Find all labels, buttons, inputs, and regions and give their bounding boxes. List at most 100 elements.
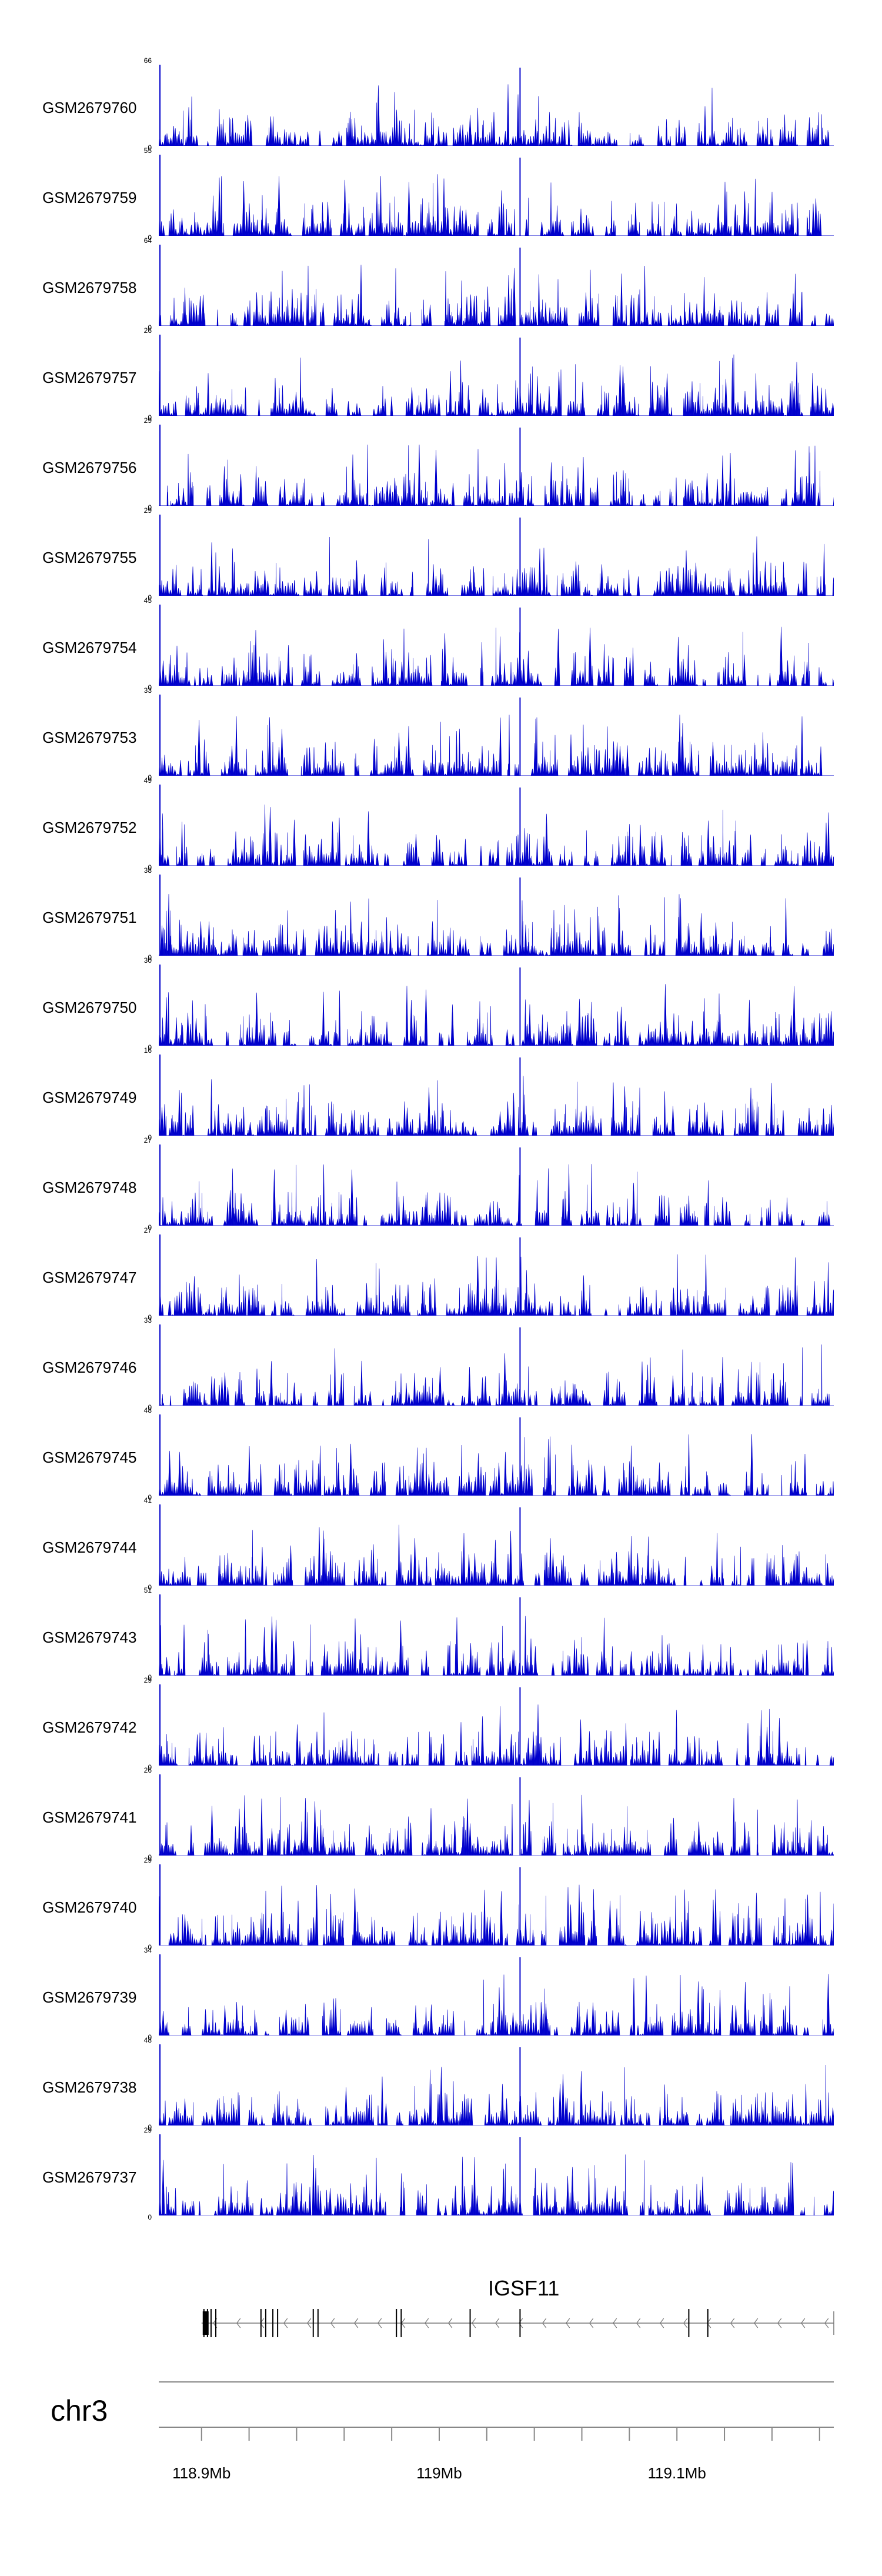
strand-chevron — [730, 2318, 735, 2328]
track-label: GSM2679742 — [42, 1719, 137, 1736]
track-label: GSM2679744 — [42, 1539, 137, 1556]
strand-chevron — [566, 2318, 570, 2328]
strand-chevron — [495, 2318, 500, 2328]
track-gsm2679738: GSM2679738 48 0 — [0, 2036, 882, 2134]
track-ymax-label: 34 — [143, 1946, 152, 1954]
strand-chevron — [824, 2318, 829, 2328]
track-gsm2679755: GSM2679755 29 0 — [0, 506, 882, 605]
track-signal — [159, 1414, 834, 1496]
track-gsm2679749: GSM2679749 16 0 — [0, 1046, 882, 1144]
track-label: GSM2679743 — [42, 1629, 137, 1646]
track-ymax-label: 27 — [143, 1226, 152, 1234]
track-gsm2679744: GSM2679744 41 0 — [0, 1496, 882, 1594]
strand-chevron — [542, 2318, 547, 2328]
signal-area — [159, 1616, 834, 1676]
track-signal — [159, 425, 834, 506]
track-gsm2679742: GSM2679742 29 0 — [0, 1676, 882, 1774]
track-signal — [159, 2134, 834, 2215]
track-gsm2679758: GSM2679758 64 0 — [0, 236, 882, 335]
track-ymin-label: 0 — [148, 1043, 152, 1052]
signal-area — [159, 444, 834, 506]
track-label: GSM2679759 — [42, 189, 137, 206]
strand-chevron — [707, 2318, 711, 2328]
track-signal — [159, 2044, 834, 2125]
track-gsm2679740: GSM2679740 29 0 — [0, 1856, 882, 1954]
strand-chevron — [801, 2318, 806, 2328]
track-ymin-label: 0 — [148, 593, 152, 602]
track-ymax-label: 33 — [143, 686, 152, 695]
strand-chevron — [354, 2318, 359, 2328]
track-ymax-label: 49 — [143, 776, 152, 785]
strand-chevron — [236, 2318, 241, 2328]
strand-chevron — [683, 2318, 688, 2328]
signal-area — [159, 1974, 834, 2036]
track-gsm2679747: GSM2679747 27 0 — [0, 1226, 882, 1324]
signal-area — [159, 1076, 834, 1136]
track-label: GSM2679755 — [42, 549, 137, 566]
signal-area — [159, 984, 834, 1046]
track-signal — [159, 1144, 834, 1226]
track-ymax-label: 29 — [143, 2126, 152, 2134]
track-ymax-label: 26 — [143, 326, 152, 335]
track-label: GSM2679757 — [42, 369, 137, 386]
track-signal — [159, 695, 834, 776]
track-label: GSM2679748 — [42, 1179, 137, 1196]
track-label: GSM2679752 — [42, 819, 137, 836]
track-ymin-label: 0 — [148, 1583, 152, 1591]
strand-chevron — [425, 2318, 429, 2328]
signal-area — [159, 265, 834, 326]
track-ymax-label: 48 — [143, 1406, 152, 1414]
track-ymin-label: 0 — [148, 1853, 152, 1861]
track-gsm2679745: GSM2679745 48 0 — [0, 1406, 882, 1504]
signal-area — [159, 84, 834, 146]
track-signal — [159, 335, 834, 416]
signal-area — [159, 1884, 834, 1946]
signal-area — [159, 805, 834, 866]
track-ymax-label: 29 — [143, 416, 152, 425]
track-gsm2679746: GSM2679746 33 0 — [0, 1316, 882, 1414]
track-label: GSM2679740 — [42, 1898, 137, 1916]
track-ymin-label: 0 — [148, 1313, 152, 1322]
track-gsm2679757: GSM2679757 26 0 — [0, 326, 882, 425]
strand-chevron — [660, 2318, 664, 2328]
track-gsm2679759: GSM2679759 55 0 — [0, 146, 882, 245]
track-gsm2679739: GSM2679739 34 0 — [0, 1946, 882, 2044]
track-signal — [159, 1954, 834, 2036]
strand-chevron — [636, 2318, 641, 2328]
track-ymax-label: 16 — [143, 1046, 152, 1055]
track-signal — [159, 1055, 834, 1136]
track-ymax-label: 29 — [143, 506, 152, 515]
track-ymin-label: 0 — [148, 1943, 152, 1951]
track-ymin-label: 0 — [148, 863, 152, 872]
signal-area — [159, 626, 834, 686]
track-signal — [159, 1504, 834, 1586]
track-label: GSM2679750 — [42, 999, 137, 1016]
track-label: GSM2679753 — [42, 729, 137, 746]
track-ymin-label: 0 — [148, 413, 152, 422]
track-signal — [159, 1324, 834, 1406]
track-signal — [159, 1864, 834, 1946]
chromosome-label: chr3 — [51, 2394, 108, 2427]
track-ymin-label: 0 — [148, 1403, 152, 1412]
strand-chevron — [307, 2318, 312, 2328]
track-ymax-label: 48 — [143, 2036, 152, 2044]
track-ymax-label: 26 — [143, 1766, 152, 1774]
x-tick-label: 119.1Mb — [647, 2464, 706, 2482]
track-label: GSM2679745 — [42, 1449, 137, 1466]
strand-chevron — [377, 2318, 382, 2328]
track-gsm2679753: GSM2679753 33 0 — [0, 686, 882, 785]
track-label: GSM2679741 — [42, 1808, 137, 1826]
gene-model — [201, 2309, 834, 2337]
signal-area — [159, 2065, 834, 2125]
signal-area — [159, 174, 834, 236]
track-signal — [159, 1594, 834, 1676]
track-gsm2679756: GSM2679756 29 0 — [0, 416, 882, 515]
signal-area — [159, 1254, 834, 1316]
track-label: GSM2679756 — [42, 459, 137, 476]
track-signal — [159, 65, 834, 146]
track-gsm2679748: GSM2679748 27 0 — [0, 1136, 882, 1234]
track-label: GSM2679758 — [42, 279, 137, 296]
track-ymin-label: 0 — [148, 683, 152, 692]
signal-tracks: GSM2679760 66 0 GSM2679759 55 0 GSM2679758 64 0 G… — [0, 56, 882, 2221]
track-signal — [159, 1684, 834, 1766]
